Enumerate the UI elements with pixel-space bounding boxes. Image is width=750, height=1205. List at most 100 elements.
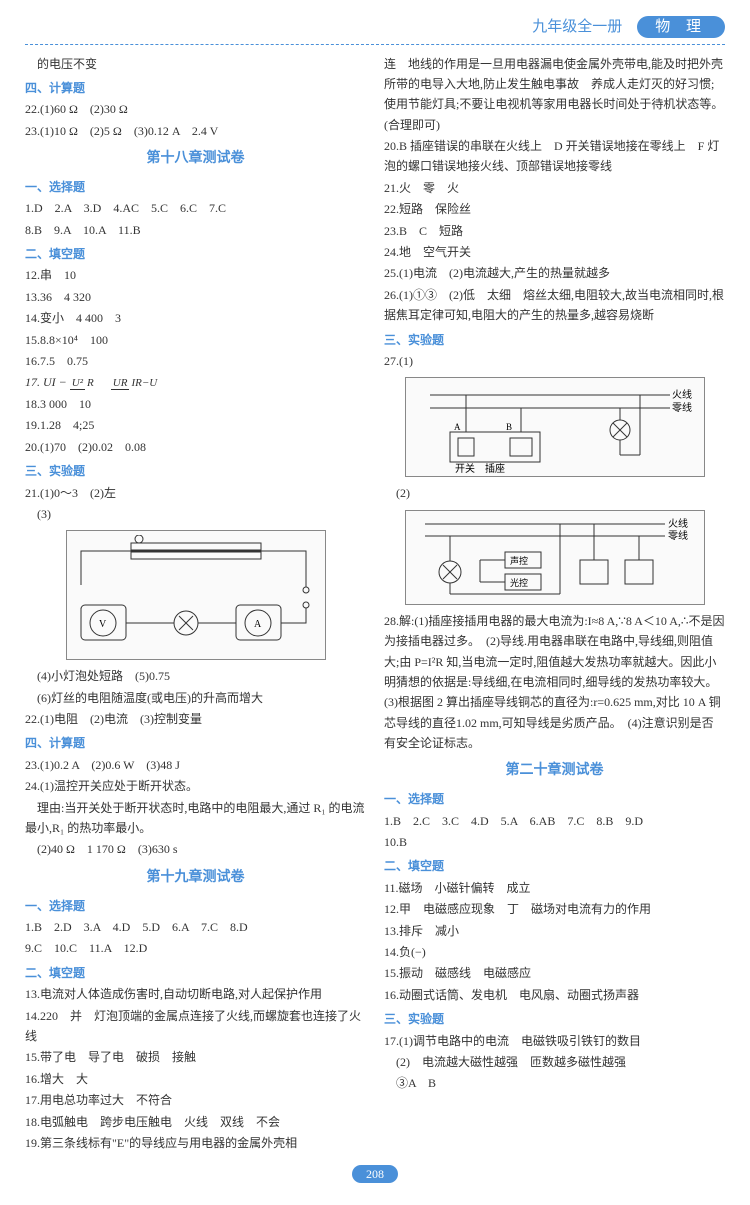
text-line: 10.B (384, 832, 725, 852)
text-line: 13.电流对人体造成伤害时,自动切断电路,对人起保护作用 (25, 984, 366, 1004)
text-line: 27.(1) (384, 351, 725, 371)
text-line: 28.解:(1)插座接插用电器的最大电流为:I≈8 A,∵8 A＜10 A,∴不… (384, 611, 725, 754)
text-line: (2) (384, 483, 725, 503)
page-header: 九年级全一册 物 理 (25, 15, 725, 45)
text-line: 16.7.5 0.75 (25, 351, 366, 371)
circuit-svg-3: 火线 零线 声控 光控 (410, 512, 700, 602)
text-line: 理由:当开关处于断开状态时,电路中的电阻最大,通过 R₁ 的电流最小,R₁ 的热… (25, 798, 366, 839)
label-live: 火线 (672, 388, 692, 401)
text-line: 14.变小 4 400 3 (25, 308, 366, 328)
section-heading: 四、计算题 (25, 78, 366, 98)
formula-line: 17. UI − U²R URIR−U (25, 372, 366, 393)
text-line: 22.(1)电阻 (2)电流 (3)控制变量 (25, 709, 366, 729)
text-line: 12.串 10 (25, 265, 366, 285)
label-sound: 声控 (510, 555, 528, 566)
label-live: 火线 (668, 517, 688, 530)
text-line: 22.(1)60 Ω (2)30 Ω (25, 99, 366, 119)
text-line: 1.B 2.C 3.C 4.D 5.A 6.AB 7.C 8.B 9.D (384, 811, 725, 831)
numerator: U² (70, 377, 85, 390)
section-heading: 三、实验题 (384, 1009, 725, 1029)
page-number-badge: 208 (352, 1165, 398, 1183)
circuit-svg-2: 火线 零线 开关 插座 A B (410, 380, 700, 475)
label-neutral: 零线 (672, 401, 692, 414)
label-neutral: 零线 (668, 529, 688, 542)
left-column: 的电压不变 四、计算题 22.(1)60 Ω (2)30 Ω 23.(1)10 … (25, 53, 366, 1155)
text-line: ③A B (384, 1073, 725, 1093)
text-line: 23.(1)0.2 A (2)0.6 W (3)48 J (25, 755, 366, 775)
text-line: 15.振动 磁感线 电磁感应 (384, 963, 725, 983)
circuit-diagram-2: 火线 零线 开关 插座 A B (405, 377, 705, 477)
grade-label: 九年级全一册 (532, 19, 622, 35)
minus: − (59, 375, 67, 389)
svg-text:B: B (506, 422, 512, 432)
text-line: 23.B C 短路 (384, 221, 725, 241)
subject-badge: 物 理 (637, 16, 725, 38)
text-line: 16.动圈式话筒、发电机 电风扇、动圈式扬声器 (384, 985, 725, 1005)
text-line: 1.B 2.D 3.A 4.D 5.D 6.A 7.C 8.D (25, 917, 366, 937)
section-heading: 四、计算题 (25, 733, 366, 753)
text-line: 14.220 并 灯泡顶端的金属点连接了火线,而螺旋套也连接了火线 (25, 1006, 366, 1047)
text-line: 的电压不变 (25, 54, 366, 74)
text-line: 8.B 9.A 10.A 11.B (25, 220, 366, 240)
circuit-diagram: V A (66, 530, 326, 660)
text-line: 17.(1)调节电路中的电流 电磁铁吸引铁钉的数目 (384, 1031, 725, 1051)
text-line: (2) 电流越大磁性越强 匝数越多磁性越强 (384, 1052, 725, 1072)
text-line: 24.(1)温控开关应处于断开状态。 (25, 776, 366, 796)
numerator: UR (111, 377, 130, 390)
text-line: 20.(1)70 (2)0.02 0.08 (25, 437, 366, 457)
text-line: 16.增大 大 (25, 1069, 366, 1089)
circuit-diagram-3: 火线 零线 声控 光控 (405, 510, 705, 605)
text-line: 19.1.28 4;25 (25, 415, 366, 435)
svg-text:A: A (454, 422, 461, 432)
text-line: 26.(1)①③ (2)低 太细 熔丝太细,电阻较大,故当电流相同时,根据焦耳定… (384, 285, 725, 326)
text-line: 9.C 10.C 11.A 12.D (25, 938, 366, 958)
section-heading: 三、实验题 (384, 330, 725, 350)
text-line: (6)灯丝的电阻随温度(或电压)的升高而增大 (25, 688, 366, 708)
term: UI (43, 375, 56, 389)
section-heading: 二、填空题 (25, 244, 366, 264)
text-line: 13.排斥 减小 (384, 921, 725, 941)
label-light: 光控 (510, 577, 528, 588)
text-line: 17.用电总功率过大 不符合 (25, 1090, 366, 1110)
svg-text:V: V (99, 619, 107, 630)
text-line: 21.(1)0～3 (2)左 (25, 483, 366, 503)
text-line: 24.地 空气开关 (384, 242, 725, 262)
text-line: 22.短路 保险丝 (384, 199, 725, 219)
chapter-title: 第十九章测试卷 (25, 866, 366, 890)
section-heading: 二、填空题 (25, 963, 366, 983)
text-line: 11.磁场 小磁针偏转 成立 (384, 878, 725, 898)
section-heading: 二、填空题 (384, 856, 725, 876)
text-line: (3) (25, 504, 366, 524)
text-line: 23.(1)10 Ω (2)5 Ω (3)0.12 A 2.4 V (25, 121, 366, 141)
section-heading: 三、实验题 (25, 461, 366, 481)
denominator: IR−U (129, 377, 159, 389)
section-heading: 一、选择题 (384, 789, 725, 809)
chapter-title: 第二十章测试卷 (384, 759, 725, 783)
fraction: URIR−U (111, 374, 159, 393)
page-number: 208 (25, 1164, 725, 1184)
section-heading: 一、选择题 (25, 177, 366, 197)
text-line: 1.D 2.A 3.D 4.AC 5.C 6.C 7.C (25, 198, 366, 218)
text-line: 14.负(−) (384, 942, 725, 962)
text-line: (2)40 Ω 1 170 Ω (3)630 s (25, 839, 366, 859)
denominator: R (85, 377, 96, 389)
text-line: 15.8.8×10⁴ 100 (25, 330, 366, 350)
right-column: 连 地线的作用是一旦用电器漏电使金属外壳带电,能及时把外壳所带的电导入大地,防止… (384, 53, 725, 1155)
text-line: 12.甲 电磁感应现象 丁 磁场对电流有力的作用 (384, 899, 725, 919)
chapter-title: 第十八章测试卷 (25, 147, 366, 171)
text-line: 连 地线的作用是一旦用电器漏电使金属外壳带电,能及时把外壳所带的电导入大地,防止… (384, 54, 725, 136)
label-switch-socket: 开关 插座 (455, 462, 505, 475)
section-heading: 一、选择题 (25, 896, 366, 916)
text-line: 15.带了电 导了电 破损 接触 (25, 1047, 366, 1067)
circuit-svg: V A (71, 535, 321, 655)
fraction: U²R (70, 374, 96, 393)
svg-text:A: A (254, 619, 262, 630)
text-line: (4)小灯泡处短路 (5)0.75 (25, 666, 366, 686)
text-line: 25.(1)电流 (2)电流越大,产生的热量就越多 (384, 263, 725, 283)
text-line: 19.第三条线标有"E"的导线应与用电器的金属外壳相 (25, 1133, 366, 1153)
text-line: 13.36 4 320 (25, 287, 366, 307)
text-line: 21.火 零 火 (384, 178, 725, 198)
q-num: 17. (25, 375, 40, 389)
text-line: 18.3 000 10 (25, 394, 366, 414)
text-line: 20.B 插座错误的串联在火线上 D 开关错误地接在零线上 F 灯泡的螺口错误地… (384, 136, 725, 177)
